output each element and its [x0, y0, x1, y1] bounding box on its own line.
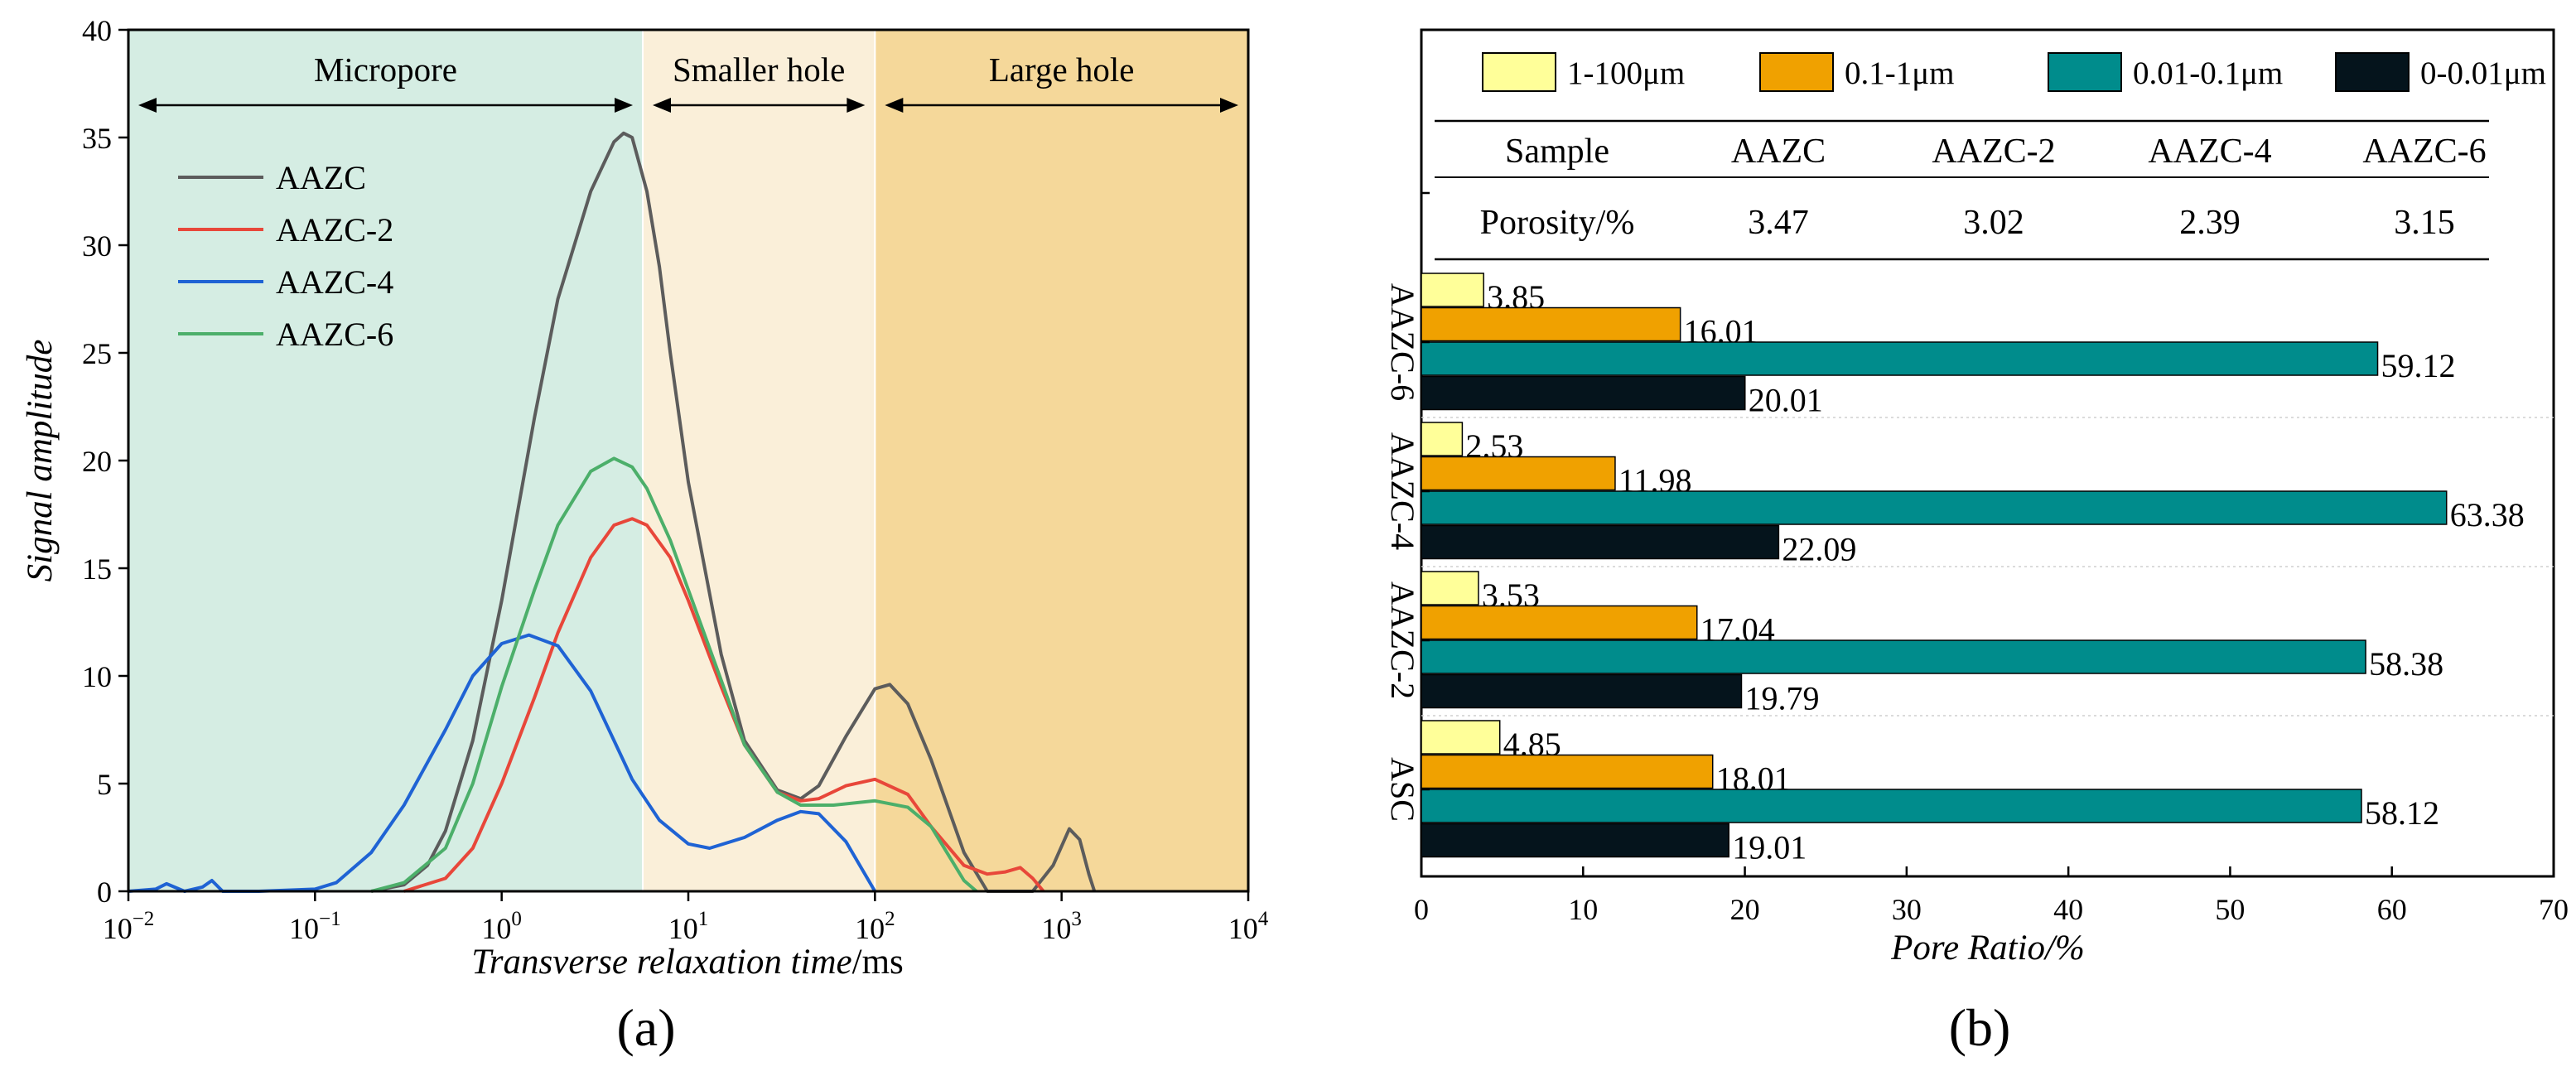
table-header-cell: AAZC-4	[2148, 133, 2271, 171]
x-tick-label: 102	[855, 908, 895, 945]
y-tick-label: 0	[97, 876, 112, 909]
series-line-aazc-4	[128, 633, 877, 893]
region-label: Large hole	[989, 51, 1135, 89]
panel-a-line-chart: Micropore Smaller hole Large hole 0 5 10 15 20 2…	[21, 14, 1269, 1057]
legend-swatch-1	[1759, 52, 1834, 92]
bar-value-label: 19.01	[1732, 829, 1807, 866]
region-arrow-right-1	[847, 98, 866, 113]
table-cell: 3.02	[1963, 204, 2024, 242]
series-line-aazc-6	[370, 456, 978, 893]
x-tick-label: 40	[2053, 893, 2083, 926]
category-label: AAZC-4	[1384, 432, 1421, 550]
legend-label: AAZC	[276, 159, 366, 196]
bar-value-label: 58.38	[2369, 645, 2443, 683]
category-label: AAZC-2	[1384, 581, 1421, 699]
x-tick-label: 30	[1892, 893, 1922, 926]
bar-aazc-4-1	[1421, 456, 1616, 491]
y-axis-label: Signal amplitude	[21, 340, 60, 582]
x-tick-label: 103	[1041, 908, 1082, 945]
table-cell: 2.39	[2179, 204, 2241, 242]
category-label: ASC	[1384, 757, 1421, 822]
x-tick-label: 100	[481, 908, 522, 945]
legend-label: AAZC-4	[276, 263, 393, 301]
table-header-cell: Sample	[1505, 133, 1609, 171]
region-band-1	[642, 30, 876, 891]
category-label: AAZC-6	[1384, 283, 1421, 401]
table-header-cell: AAZC	[1731, 133, 1826, 171]
table-header-cell: AAZC-6	[2362, 133, 2486, 171]
x-tick-label: 0	[1414, 893, 1429, 926]
panel-label-a: (a)	[616, 998, 675, 1057]
y-tick-label: 5	[97, 768, 112, 801]
x-tick-label: 104	[1228, 908, 1269, 945]
table-cell: Porosity/%	[1480, 204, 1635, 242]
y-tick-label: 15	[82, 552, 112, 586]
bar-aazc-6-1	[1421, 306, 1681, 342]
legend-label: 0.1-1μm	[1845, 55, 1954, 91]
y-tick-label: 25	[82, 337, 112, 370]
legend-label: 0-0.01μm	[2420, 55, 2546, 91]
region-label: Micropore	[314, 51, 457, 89]
region-band-0	[128, 30, 643, 891]
x-tick-label: 10	[1568, 893, 1598, 926]
bar-value-label: 19.79	[1744, 680, 1819, 717]
x-axis-label: Pore Ratio/%	[1890, 929, 2085, 967]
legend-label: AAZC-2	[276, 211, 393, 248]
panel-b-bar-chart: 1-100μm 0.1-1μm 0.01-0.1μm 0-0.01μm Sample AA…	[1384, 28, 2569, 1057]
table-header-cell: AAZC-2	[1932, 133, 2055, 171]
region-band-2	[875, 30, 1248, 891]
legend-label: 0.01-0.1μm	[2133, 55, 2283, 91]
y-tick-label: 30	[82, 229, 112, 263]
bar-aazc-6-0	[1421, 273, 1484, 307]
y-tick-label: 10	[82, 660, 112, 693]
bar-aazc-4-2	[1421, 490, 2448, 525]
bar-aazc-2-3	[1421, 673, 1743, 709]
x-axis-label: Transverse relaxation time/ms	[471, 943, 904, 982]
x-tick-label: 20	[1730, 893, 1760, 926]
bar-asc-0	[1421, 720, 1501, 755]
y-tick-label: 20	[82, 445, 112, 478]
bar-asc-1	[1421, 754, 1714, 789]
table-cell: 3.15	[2394, 204, 2455, 242]
bar-aazc-4-3	[1421, 524, 1780, 560]
region-arrow-left-0	[138, 98, 157, 113]
bar-aazc-2-2	[1421, 639, 2366, 674]
bar-aazc-2-0	[1421, 571, 1479, 606]
x-tick-label: 101	[668, 908, 709, 945]
region-arrow-left-2	[885, 98, 904, 113]
y-tick-label: 35	[82, 122, 112, 155]
bar-value-label: 63.38	[2450, 496, 2525, 533]
y-tick-label: 40	[82, 14, 112, 47]
x-tick-label: 10−1	[289, 908, 341, 945]
bar-value-label: 22.09	[1782, 531, 1856, 568]
bar-aazc-4-0	[1421, 422, 1464, 456]
x-tick-label: 70	[2539, 893, 2569, 926]
legend-label: 1-100μm	[1567, 55, 1685, 91]
region-arrow-right-0	[614, 98, 633, 113]
legend-swatch-0	[1482, 52, 1556, 92]
legend-swatch-2	[2048, 52, 2122, 92]
bar-value-label: 58.12	[2365, 794, 2439, 832]
region-label: Smaller hole	[673, 51, 845, 89]
panel-label-b: (b)	[1949, 998, 2011, 1057]
legend-swatch-3	[2335, 52, 2410, 92]
bar-asc-3	[1421, 823, 1729, 858]
bar-value-label: 20.01	[1749, 382, 1823, 419]
x-tick-label: 60	[2377, 893, 2407, 926]
bar-asc-2	[1421, 789, 2362, 823]
bar-aazc-6-2	[1421, 341, 2379, 376]
legend-label: AAZC-6	[276, 316, 393, 353]
x-tick-label: 10−2	[103, 908, 155, 945]
bar-value-label: 59.12	[2381, 347, 2456, 384]
table-cell: 3.47	[1748, 204, 1809, 242]
bar-aazc-2-1	[1421, 605, 1698, 640]
region-arrow-left-1	[652, 98, 671, 113]
bar-aazc-6-3	[1421, 375, 1746, 411]
region-arrow-right-2	[1220, 98, 1238, 113]
x-tick-label: 50	[2215, 893, 2245, 926]
